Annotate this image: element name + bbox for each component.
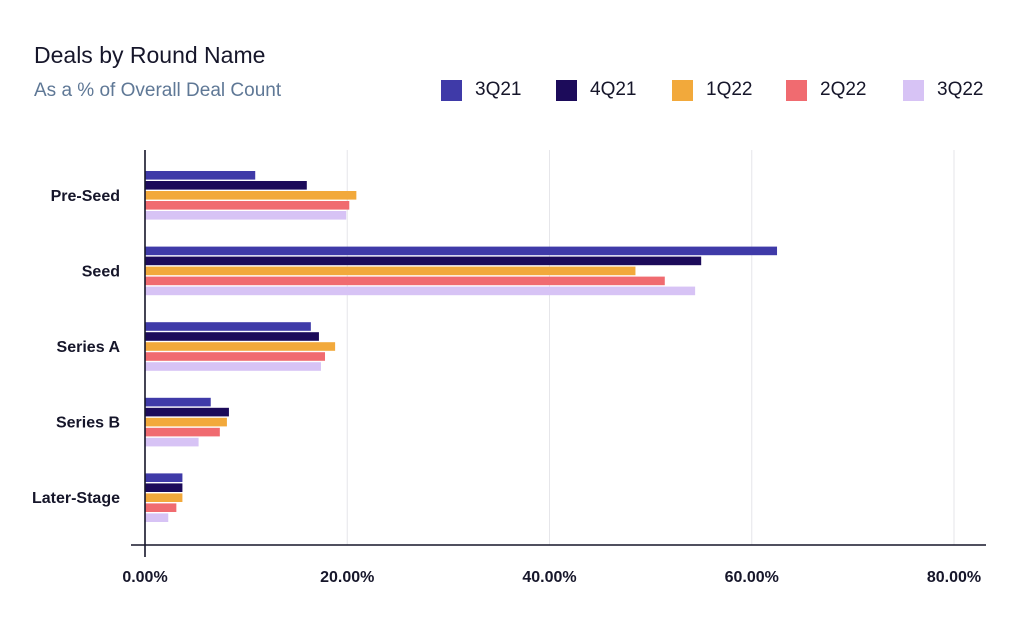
category-label: Seed xyxy=(82,263,120,280)
legend-item-3q22: 3Q22 xyxy=(903,79,983,101)
bar-1q22-seed xyxy=(145,266,636,276)
bar-4q21-pre-seed xyxy=(145,181,307,190)
legend-swatch xyxy=(556,79,577,101)
legend-label: 3Q22 xyxy=(937,79,984,100)
x-tick-label: 40.00% xyxy=(522,569,576,586)
bar-3q22-later-stage xyxy=(145,513,169,522)
bar-3q21-later-stage xyxy=(145,473,183,482)
category-label: Later-Stage xyxy=(32,490,120,507)
x-tick-label: 20.00% xyxy=(320,569,374,586)
legend-swatch xyxy=(786,79,807,101)
bar-3q21-series-b xyxy=(145,397,211,407)
bar-2q22-seed xyxy=(145,276,665,286)
bar-4q21-series-b xyxy=(145,407,229,417)
bar-3q22-pre-seed xyxy=(145,211,347,220)
bar-1q22-series-b xyxy=(145,417,227,427)
bar-1q22-series-a xyxy=(145,342,336,351)
legend-item-3q21: 3Q21 xyxy=(441,79,521,101)
bar-2q22-series-b xyxy=(145,427,220,437)
category-label: Pre-Seed xyxy=(51,188,120,205)
legend-item-2q22: 2Q22 xyxy=(786,79,866,101)
category-label: Series B xyxy=(56,415,120,432)
bar-3q22-seed xyxy=(145,286,696,296)
legend-swatch xyxy=(672,79,693,101)
bar-2q22-pre-seed xyxy=(145,201,350,210)
legend-label: 3Q21 xyxy=(475,79,522,100)
legend-item-1q22: 1Q22 xyxy=(672,79,752,101)
bar-4q21-seed xyxy=(145,256,702,266)
chart-title: Deals by Round Name xyxy=(34,42,266,68)
bar-2q22-later-stage xyxy=(145,503,177,512)
legend-label: 4Q21 xyxy=(590,79,637,100)
bar-3q21-pre-seed xyxy=(145,171,256,180)
bar-1q22-pre-seed xyxy=(145,191,357,200)
legend-swatch xyxy=(441,79,462,101)
bar-4q21-later-stage xyxy=(145,483,183,492)
bar-3q22-series-b xyxy=(145,437,199,447)
legend-label: 1Q22 xyxy=(706,79,753,100)
x-tick-label: 60.00% xyxy=(725,569,779,586)
legend-swatch xyxy=(903,79,924,101)
bar-2q22-series-a xyxy=(145,352,326,361)
x-tick-label: 0.00% xyxy=(122,569,167,586)
bar-3q21-seed xyxy=(145,246,778,256)
bar-3q22-series-a xyxy=(145,362,321,371)
bar-3q21-series-a xyxy=(145,322,311,331)
legend-label: 2Q22 xyxy=(820,79,867,100)
bar-1q22-later-stage xyxy=(145,493,183,502)
x-tick-label: 80.00% xyxy=(927,569,981,586)
legend-item-4q21: 4Q21 xyxy=(556,79,636,101)
chart-subtitle: As a % of Overall Deal Count xyxy=(34,80,282,101)
bar-4q21-series-a xyxy=(145,332,319,341)
category-label: Series A xyxy=(57,339,121,356)
